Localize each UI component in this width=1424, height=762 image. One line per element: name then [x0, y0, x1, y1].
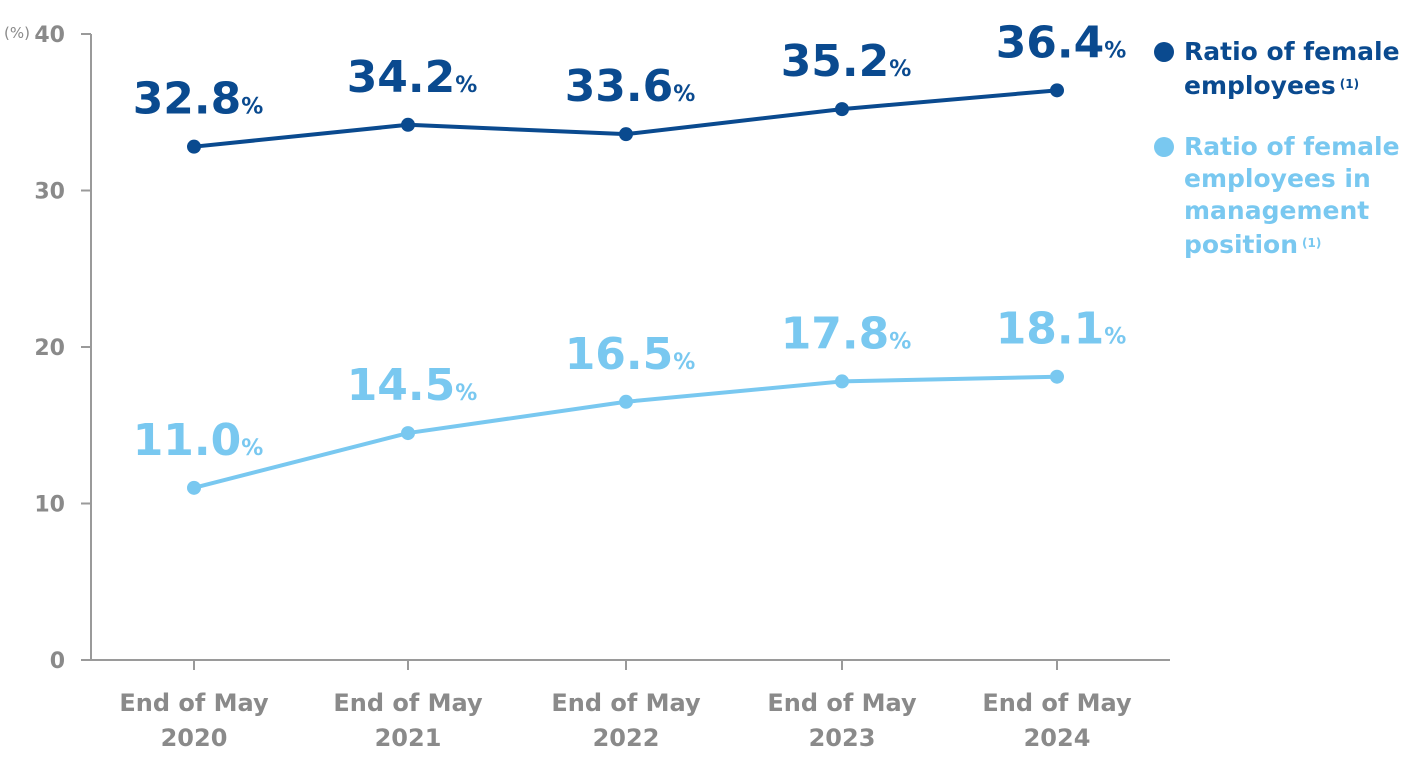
data-label: 18.1% [996, 304, 1127, 355]
data-point [401, 426, 415, 441]
data-label: 17.8% [781, 308, 912, 359]
x-tick-label-year: 2023 [809, 724, 876, 752]
x-tick-label-year: 2021 [375, 724, 442, 752]
data-point [619, 127, 633, 142]
footnote-marker: (1) [1339, 77, 1360, 91]
x-tick-label-year: 2020 [161, 724, 228, 752]
y-tick-label: 0 [50, 649, 65, 674]
data-point [187, 480, 201, 495]
legend-marker-dark-blue [1154, 42, 1174, 62]
data-point [1050, 369, 1064, 384]
legend-label: Ratio of female employees in management … [1184, 132, 1400, 259]
x-tick-label: End of May [982, 689, 1132, 717]
data-point [187, 139, 201, 154]
legend-label: Ratio of female employees [1184, 37, 1400, 100]
data-label: 36.4% [996, 17, 1127, 68]
x-tick-label-year: 2022 [593, 724, 660, 752]
data-label: 16.5% [565, 329, 696, 380]
x-tick-label: End of May [333, 689, 483, 717]
data-label: 11.0% [133, 415, 264, 466]
y-axis-unit: (%) [4, 24, 30, 42]
x-tick-label: End of May [119, 689, 269, 717]
x-ticks: End of May 2020 End of May 2021 End of May 20… [119, 660, 1132, 752]
legend-marker-light-blue [1154, 137, 1174, 157]
data-point [619, 394, 633, 409]
data-point [1050, 83, 1064, 98]
data-point [835, 102, 849, 117]
legend-item-female-managers: Ratio of female employees in management … [1154, 131, 1409, 261]
x-tick-label-year: 2024 [1024, 724, 1091, 752]
y-tick-label: 10 [34, 493, 65, 518]
series-layer: 32.8% 34.2% 33.6% 35.2% 36.4% 11.0% 14.5% 16.5%… [133, 17, 1127, 495]
x-tick-label: End of May [767, 689, 917, 717]
y-ticks: 0 10 20 30 40 [34, 23, 91, 674]
legend-item-female-employees: Ratio of female employees (1) [1154, 36, 1409, 102]
y-tick-label: 40 [34, 23, 65, 48]
y-tick-label: 20 [34, 336, 65, 361]
data-label: 14.5% [347, 360, 478, 411]
series-line-2 [193, 374, 1058, 490]
data-label: 33.6% [565, 61, 696, 112]
footnote-marker: (1) [1302, 236, 1322, 250]
x-tick-label: End of May [551, 689, 701, 717]
data-point [401, 117, 415, 132]
data-point [835, 374, 849, 389]
data-label: 34.2% [347, 52, 478, 103]
data-label: 32.8% [133, 74, 264, 125]
y-tick-label: 30 [34, 180, 65, 205]
data-label: 35.2% [781, 36, 912, 87]
